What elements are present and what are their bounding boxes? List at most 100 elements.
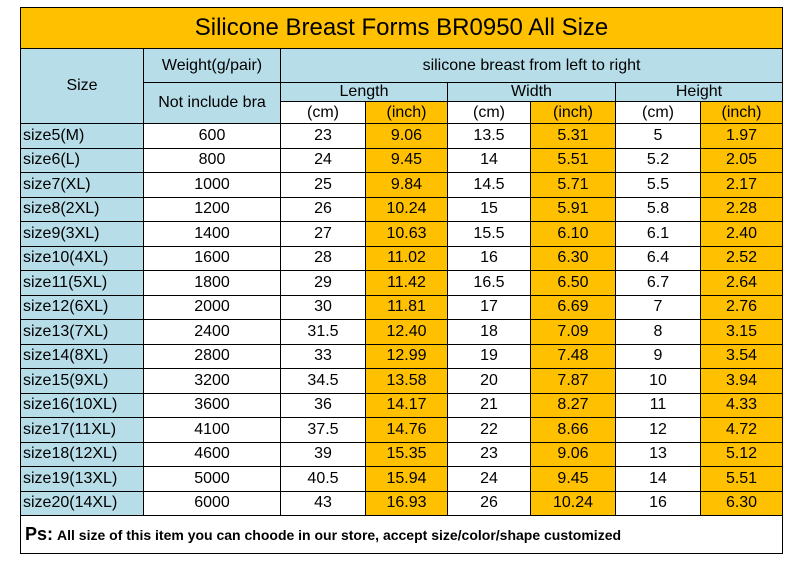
dimension-header: Length: [280, 82, 448, 102]
size-cell: size12(6XL): [20, 294, 144, 320]
value-cell: 16.93: [365, 490, 448, 516]
table-row: size6(L) 800 24 9.45 14 5.51 5.2 2.05: [20, 147, 784, 173]
value-cell: 10: [615, 368, 701, 394]
unit-header: (inch): [699, 101, 784, 124]
size-cell: size8(2XL): [20, 196, 144, 222]
size-cell: size9(3XL): [20, 221, 144, 247]
value-cell: 3.94: [699, 368, 784, 394]
table-row: size11(5XL) 1800 29 11.42 16.5 6.50 6.7 2.64: [20, 270, 784, 296]
value-cell: 13: [615, 441, 701, 467]
value-cell: 10.63: [365, 221, 448, 247]
value-cell: 6000: [143, 490, 281, 516]
value-cell: 2.05: [699, 147, 784, 173]
value-cell: 34.5: [280, 368, 366, 394]
value-cell: 1600: [143, 245, 281, 271]
table-row: size14(8XL) 2800 33 12.99 19 7.48 9 3.54: [20, 343, 784, 369]
size-cell: size10(4XL): [20, 245, 144, 271]
value-cell: 14.76: [365, 417, 448, 443]
table-row: (cm) (inch) (cm) (inch) (cm) (inch): [21, 101, 784, 124]
value-cell: 5: [615, 123, 701, 149]
value-cell: 24: [447, 466, 531, 492]
value-cell: 23: [280, 123, 366, 149]
value-cell: 19: [447, 343, 531, 369]
value-cell: 1400: [143, 221, 281, 247]
value-cell: 7.87: [530, 368, 616, 394]
value-cell: 2.17: [699, 172, 784, 198]
value-cell: 40.5: [280, 466, 366, 492]
table-row: size16(10XL) 3600 36 14.17 21 8.27 11 4.33: [20, 392, 784, 418]
value-cell: 11.81: [365, 294, 448, 320]
unit-header: (cm): [280, 101, 366, 124]
table-title: Silicone Breast Forms BR0950 All Size: [19, 7, 784, 49]
group-header: silicone breast from left to right: [279, 48, 784, 83]
value-cell: 14: [615, 466, 701, 492]
size-cell: size15(9XL): [20, 368, 144, 394]
value-cell: 9.45: [365, 147, 448, 173]
value-cell: 16: [615, 490, 701, 516]
footer-note: Ps: All size of this item you can choode …: [19, 515, 784, 554]
value-cell: 10.24: [365, 196, 448, 222]
table-row: size5(M) 600 23 9.06 13.5 5.31 5 1.97: [20, 123, 784, 149]
value-cell: 6.10: [530, 221, 616, 247]
value-cell: 29: [280, 270, 366, 296]
value-cell: 26: [280, 196, 366, 222]
value-cell: 11.42: [365, 270, 448, 296]
value-cell: 43: [280, 490, 366, 516]
value-cell: 6.1: [615, 221, 701, 247]
value-cell: 9.84: [365, 172, 448, 198]
table-row: size10(4XL) 1600 28 11.02 16 6.30 6.4 2.52: [20, 245, 784, 271]
table-row: size17(11XL) 4100 37.5 14.76 22 8.66 12 4.72: [20, 417, 784, 443]
value-cell: 1000: [143, 172, 281, 198]
value-cell: 4.33: [699, 392, 784, 418]
value-cell: 37.5: [280, 417, 366, 443]
value-cell: 9.06: [530, 441, 616, 467]
value-cell: 3.15: [699, 319, 784, 345]
value-cell: 5.31: [530, 123, 616, 149]
value-cell: 26: [447, 490, 531, 516]
size-cell: size11(5XL): [20, 270, 144, 296]
table-row: Ps: All size of this item you can choode …: [19, 515, 784, 554]
value-cell: 6.50: [530, 270, 616, 296]
dimension-header: Height: [614, 82, 784, 102]
value-cell: 800: [143, 147, 281, 173]
value-cell: 30: [280, 294, 366, 320]
value-cell: 6.7: [615, 270, 701, 296]
value-cell: 5.12: [699, 441, 784, 467]
value-cell: 5.8: [615, 196, 701, 222]
value-cell: 4100: [143, 417, 281, 443]
value-cell: 8.27: [530, 392, 616, 418]
value-cell: 22: [447, 417, 531, 443]
value-cell: 15.5: [447, 221, 531, 247]
table-row: Silicone Breast Forms BR0950 All Size: [19, 7, 784, 49]
value-cell: 5.91: [530, 196, 616, 222]
value-cell: 2.64: [699, 270, 784, 296]
table-row: size15(9XL) 3200 34.5 13.58 20 7.87 10 3.94: [20, 368, 784, 394]
unit-header: (cm): [447, 101, 531, 124]
table-row: size18(12XL) 4600 39 15.35 23 9.06 13 5.12: [20, 441, 784, 467]
size-cell: size6(L): [20, 147, 144, 173]
value-cell: 9.06: [365, 123, 448, 149]
size-cell: size14(8XL): [20, 343, 144, 369]
size-cell: size7(XL): [20, 172, 144, 198]
value-cell: 1200: [143, 196, 281, 222]
value-cell: 16.5: [447, 270, 531, 296]
table-row: Not include bra Length Width Height: [21, 82, 784, 124]
value-cell: 25: [280, 172, 366, 198]
value-cell: 5.51: [530, 147, 616, 173]
value-cell: 1800: [143, 270, 281, 296]
value-cell: 5.51: [699, 466, 784, 492]
value-cell: 13.5: [447, 123, 531, 149]
value-cell: 2400: [143, 319, 281, 345]
value-cell: 14.5: [447, 172, 531, 198]
value-cell: 16: [447, 245, 531, 271]
value-cell: 6.30: [699, 490, 784, 516]
value-cell: 7.09: [530, 319, 616, 345]
value-cell: 3200: [143, 368, 281, 394]
value-cell: 21: [447, 392, 531, 418]
value-cell: 2800: [143, 343, 281, 369]
value-cell: 33: [280, 343, 366, 369]
value-cell: 2.76: [699, 294, 784, 320]
value-cell: 17: [447, 294, 531, 320]
table-row: Size Weight(g/pair) silicone breast from l…: [20, 48, 784, 124]
value-cell: 6.30: [530, 245, 616, 271]
